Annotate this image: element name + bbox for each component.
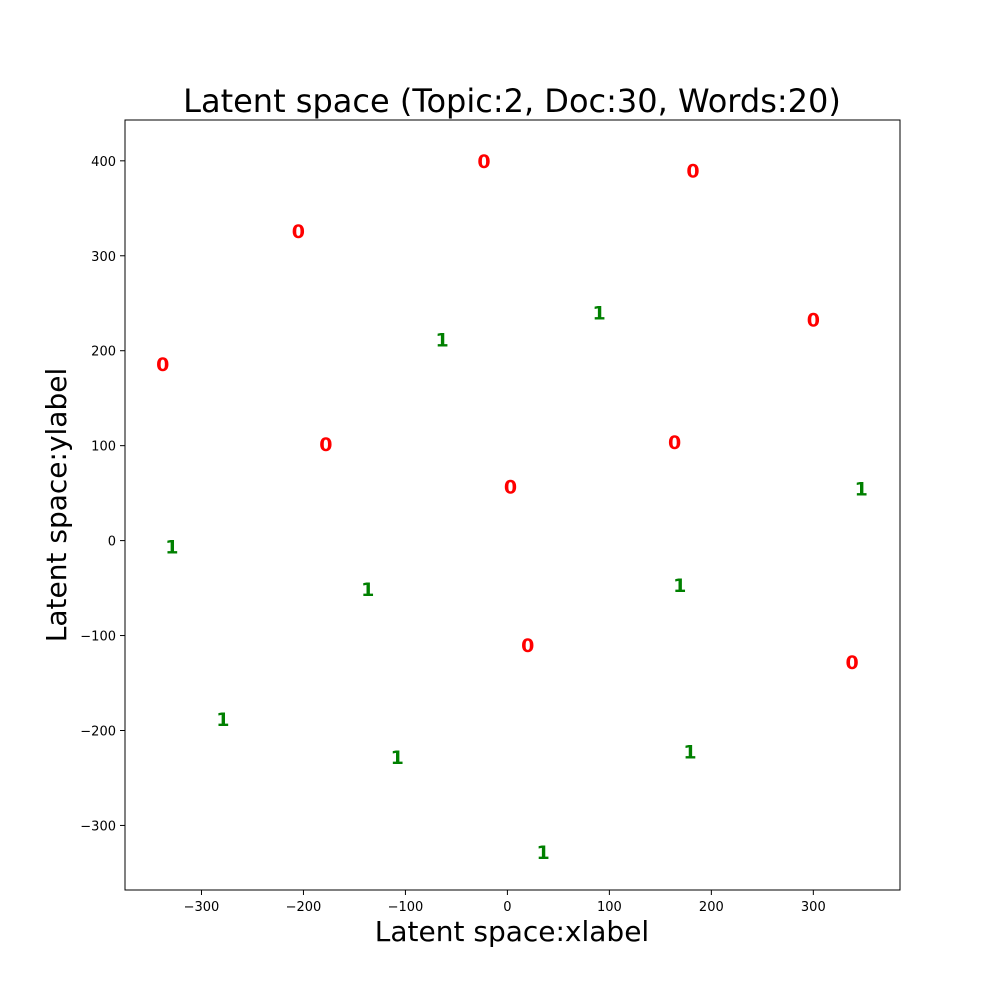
x-tick-label: 300 bbox=[801, 900, 826, 915]
data-point-label: 0 bbox=[521, 635, 534, 657]
data-point-label: 1 bbox=[673, 575, 686, 597]
y-tick-label: 200 bbox=[91, 345, 116, 360]
data-point-label: 0 bbox=[504, 476, 517, 498]
y-tick-label: −300 bbox=[80, 819, 116, 834]
chart-title: Latent space (Topic:2, Doc:30, Words:20) bbox=[183, 82, 841, 120]
data-point-label: 1 bbox=[436, 329, 449, 351]
y-tick-label: 100 bbox=[91, 440, 116, 455]
data-point-label: 0 bbox=[477, 151, 490, 173]
x-tick-label: 0 bbox=[503, 900, 511, 915]
data-point-label: 1 bbox=[391, 747, 404, 769]
x-axis-label: Latent space:xlabel bbox=[375, 915, 649, 948]
data-point-label: 0 bbox=[292, 221, 305, 243]
data-point-label: 0 bbox=[845, 652, 858, 674]
y-tick-label: −100 bbox=[80, 630, 116, 645]
y-axis-label: Latent space:ylabel bbox=[40, 368, 73, 642]
plot-area bbox=[124, 119, 901, 891]
y-tick-label: −200 bbox=[80, 724, 116, 739]
y-tick-label: 300 bbox=[91, 250, 116, 265]
data-point-label: 0 bbox=[668, 432, 681, 454]
x-axis: −300 −200 −100 0 100 200 300 bbox=[184, 890, 826, 915]
data-point-label: 1 bbox=[683, 741, 696, 763]
data-point-label: 1 bbox=[165, 536, 178, 558]
data-point-label: 1 bbox=[216, 709, 229, 731]
data-point-label: 1 bbox=[855, 478, 868, 500]
x-tick-label: 200 bbox=[699, 900, 724, 915]
data-point-label: 0 bbox=[807, 309, 820, 331]
data-point-label: 0 bbox=[319, 434, 332, 456]
data-point-label: 0 bbox=[156, 354, 169, 376]
data-point-label: 1 bbox=[536, 842, 549, 864]
data-point-label: 1 bbox=[361, 579, 374, 601]
x-tick-label: 100 bbox=[597, 900, 622, 915]
y-axis: −300 −200 −100 0 100 200 300 400 bbox=[80, 155, 125, 834]
data-points: 0 0 0 0 0 0 0 0 0 0 1 1 1 1 1 1 1 1 1 1 bbox=[156, 151, 868, 864]
x-tick-label: −100 bbox=[388, 900, 424, 915]
x-tick-label: −200 bbox=[286, 900, 322, 915]
y-tick-label: 400 bbox=[91, 155, 116, 170]
y-tick-label: 0 bbox=[108, 535, 116, 550]
data-point-label: 1 bbox=[593, 303, 606, 325]
data-point-label: 0 bbox=[686, 160, 699, 182]
x-tick-label: −300 bbox=[184, 900, 220, 915]
